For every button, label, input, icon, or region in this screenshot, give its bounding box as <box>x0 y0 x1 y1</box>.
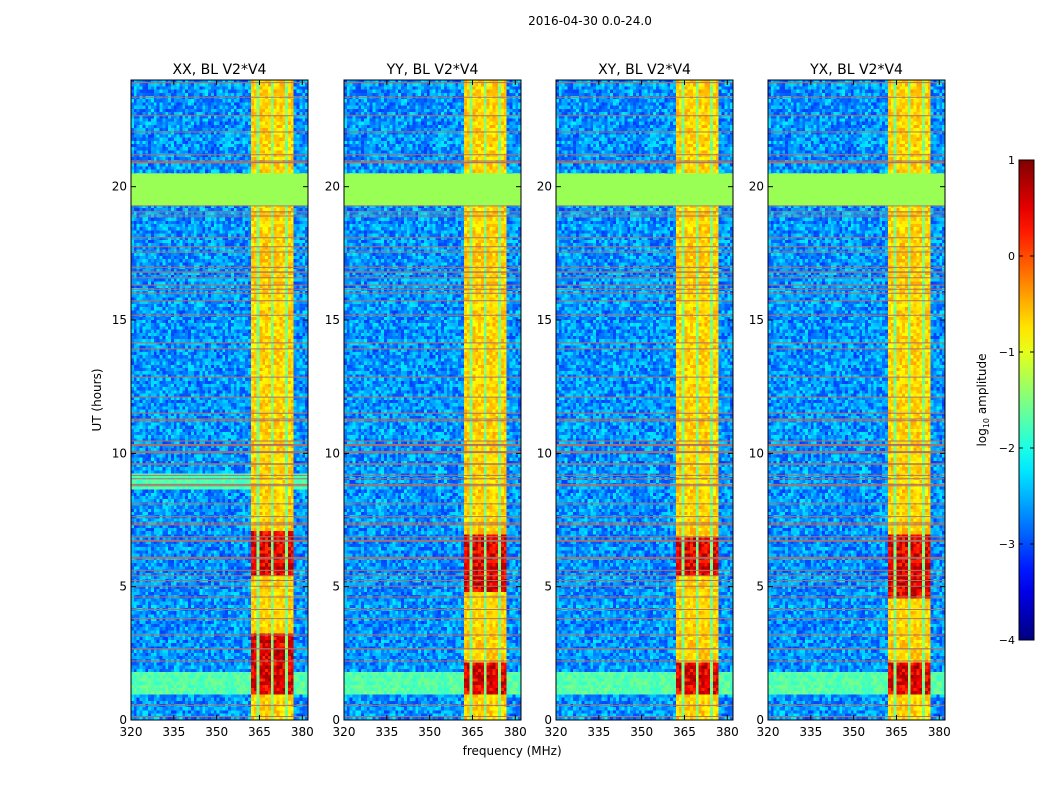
y-tick-label: 0 <box>119 713 127 727</box>
panel-1: 320 335 350 365 380 0 5 10 15 20 XX, BL V2*V4 UT (h… <box>90 62 314 739</box>
y-tick-label: 0 <box>756 713 764 727</box>
x-tick-label: 320 <box>757 725 780 739</box>
panel-3: 320 335 350 365 380 0 5 10 15 20 XY, BL V2*V4 <box>537 62 739 739</box>
y-tick-label: 15 <box>537 313 552 327</box>
y-tick-label: 5 <box>332 580 340 594</box>
x-tick-label: 380 <box>716 725 739 739</box>
y-tick-label: 0 <box>332 713 340 727</box>
x-tick-label: 320 <box>545 725 568 739</box>
x-tick-label: 365 <box>248 725 271 739</box>
colorbar-tick-label: −2 <box>999 442 1015 455</box>
y-tick-label: 5 <box>119 580 127 594</box>
plot-frame <box>343 79 522 721</box>
x-tick-label: 350 <box>205 725 228 739</box>
y-tick-label: 0 <box>544 713 552 727</box>
colorbar-tick-label: 1 <box>1008 154 1015 167</box>
x-tick-label: 335 <box>587 725 610 739</box>
colorbar-tick-label: −1 <box>999 346 1015 359</box>
y-tick-label: 15 <box>325 313 340 327</box>
figure-suptitle: 2016-04-30 0.0-24.0 <box>528 14 652 28</box>
panel-title: YY, BL V2*V4 <box>386 62 479 78</box>
x-tick-label: 350 <box>630 725 653 739</box>
x-tick-label: 365 <box>673 725 696 739</box>
x-tick-label: 335 <box>799 725 822 739</box>
panel-4: 320 335 350 365 380 0 5 10 15 20 YX, BL V2*V4 <box>749 62 951 739</box>
y-tick-label: 10 <box>749 446 764 460</box>
masked-band <box>131 173 308 206</box>
x-tick-label: 320 <box>333 725 356 739</box>
panel-title: YX, BL V2*V4 <box>809 62 903 78</box>
x-tick-label: 350 <box>418 725 441 739</box>
x-tick-label: 380 <box>291 725 314 739</box>
x-tick-label: 320 <box>120 725 143 739</box>
x-tick-label: 380 <box>928 725 951 739</box>
x-tick-label: 365 <box>461 725 484 739</box>
panel-title: XY, BL V2*V4 <box>598 62 691 78</box>
y-tick-label: 20 <box>112 180 127 194</box>
y-axis-label: UT (hours) <box>90 368 104 431</box>
y-tick-label: 20 <box>537 180 552 194</box>
colorbar-label: log10 amplitude <box>975 354 991 447</box>
panel-title: XX, BL V2*V4 <box>173 62 267 78</box>
y-tick-label: 10 <box>112 446 127 460</box>
y-tick-label: 20 <box>325 180 340 194</box>
y-tick-label: 20 <box>749 180 764 194</box>
colorbar: 1 0 −1 −2 −3 −4 log10 amplitude <box>975 154 1035 647</box>
masked-band <box>556 173 733 206</box>
y-tick-label: 5 <box>544 580 552 594</box>
masked-band <box>768 173 945 206</box>
colorbar-gradient <box>1018 159 1035 641</box>
x-axis-label: frequency (MHz) <box>463 744 562 758</box>
panel-2: 320 335 350 365 380 0 5 10 15 20 YY, BL V2*V4 frequ… <box>325 62 562 758</box>
y-tick-label: 10 <box>537 446 552 460</box>
y-tick-label: 5 <box>756 580 764 594</box>
x-tick-label: 335 <box>375 725 398 739</box>
x-tick-label: 365 <box>885 725 908 739</box>
colorbar-tick-label: 0 <box>1008 250 1015 263</box>
y-tick-label: 10 <box>325 446 340 460</box>
x-tick-label: 380 <box>504 725 527 739</box>
plot-frame <box>555 79 734 721</box>
masked-band <box>344 173 521 206</box>
y-tick-label: 15 <box>749 313 764 327</box>
plot-frame <box>767 79 946 721</box>
x-tick-label: 335 <box>162 725 185 739</box>
y-tick-label: 15 <box>112 313 127 327</box>
x-tick-label: 350 <box>842 725 865 739</box>
plot-frame <box>130 79 309 721</box>
colorbar-tick-label: −3 <box>999 538 1015 551</box>
colorbar-tick-label: −4 <box>999 634 1015 647</box>
